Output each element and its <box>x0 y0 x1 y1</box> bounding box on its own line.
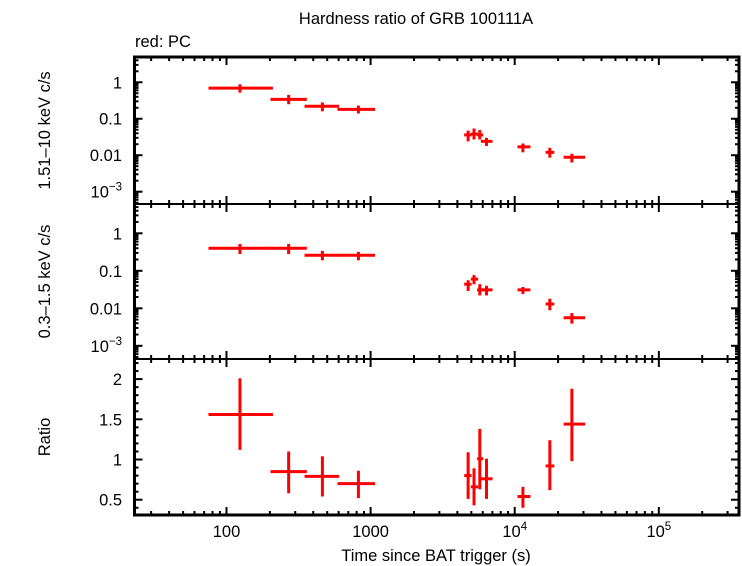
x-tick-label: 105 <box>646 521 671 541</box>
x-tick-label: 104 <box>502 521 527 541</box>
panel-ratio: 2 1.5 1 0.5 Ratio <box>36 362 739 510</box>
data-point <box>208 243 273 255</box>
y-tick-label: 0.1 <box>99 111 122 129</box>
data-point <box>470 468 479 506</box>
y-tick-label: 10−3 <box>91 182 122 202</box>
y-tick-label: 0.01 <box>90 300 122 318</box>
data-point <box>464 130 472 142</box>
panel-soft-band: 1 0.1 0.01 10−3 0.3–1.5 keV c/s <box>36 206 739 359</box>
y-tick-label: 1 <box>113 225 122 243</box>
y-tick-label: 0.5 <box>99 492 122 510</box>
y-axis-label: 0.3–1.5 keV c/s <box>36 225 54 339</box>
data-point <box>304 456 340 497</box>
data-point <box>545 440 555 491</box>
y-axis-label: Ratio <box>36 418 54 457</box>
x-tick-label: 1000 <box>352 523 389 541</box>
data-point <box>480 285 493 296</box>
data-point <box>563 312 586 324</box>
data-point <box>208 84 273 93</box>
data-point <box>477 428 484 490</box>
x-tick-label: 100 <box>213 523 241 541</box>
y-tick-label: 1.5 <box>99 411 122 429</box>
data-point <box>208 378 273 450</box>
plot-frame <box>133 55 741 517</box>
y-tick-label: 0.1 <box>99 263 122 281</box>
data-point <box>563 153 586 163</box>
data-point <box>480 458 493 499</box>
axes: 100 1000 104 105 <box>134 57 739 541</box>
data-point <box>563 388 586 462</box>
data-layer: 1 0.1 0.01 10−3 1.51–10 keV c/s 1 0.1 0.01 10−3 0… <box>36 59 739 510</box>
data-point <box>270 94 307 105</box>
data-point <box>337 470 376 499</box>
data-point <box>477 130 484 140</box>
data-point <box>545 298 555 311</box>
x-axis-label: Time since BAT trigger (s) <box>341 547 530 565</box>
legend-label: red: PC <box>135 33 191 51</box>
y-tick-label: 1 <box>113 452 122 470</box>
y-tick-label: 0.01 <box>90 147 122 165</box>
data-point <box>517 143 531 153</box>
y-axis-label: 1.51–10 keV c/s <box>36 71 54 189</box>
panel-hard-band: 1 0.1 0.01 10−3 1.51–10 keV c/s <box>36 59 739 204</box>
y-tick-label: 10−3 <box>91 336 122 356</box>
data-point <box>470 275 479 285</box>
data-point <box>545 147 555 158</box>
data-point <box>337 105 376 114</box>
data-point <box>470 128 479 140</box>
data-point <box>337 251 376 261</box>
data-point <box>464 280 472 291</box>
data-point <box>270 451 307 494</box>
data-point <box>517 286 531 295</box>
y-tick-label: 1 <box>113 74 122 92</box>
data-point <box>304 102 340 112</box>
data-point <box>304 250 340 261</box>
data-point <box>480 137 493 146</box>
y-tick-label: 2 <box>113 371 122 389</box>
data-point <box>270 243 307 255</box>
chart-title: Hardness ratio of GRB 100111A <box>299 10 533 28</box>
data-point <box>464 452 472 499</box>
data-point <box>517 486 531 508</box>
